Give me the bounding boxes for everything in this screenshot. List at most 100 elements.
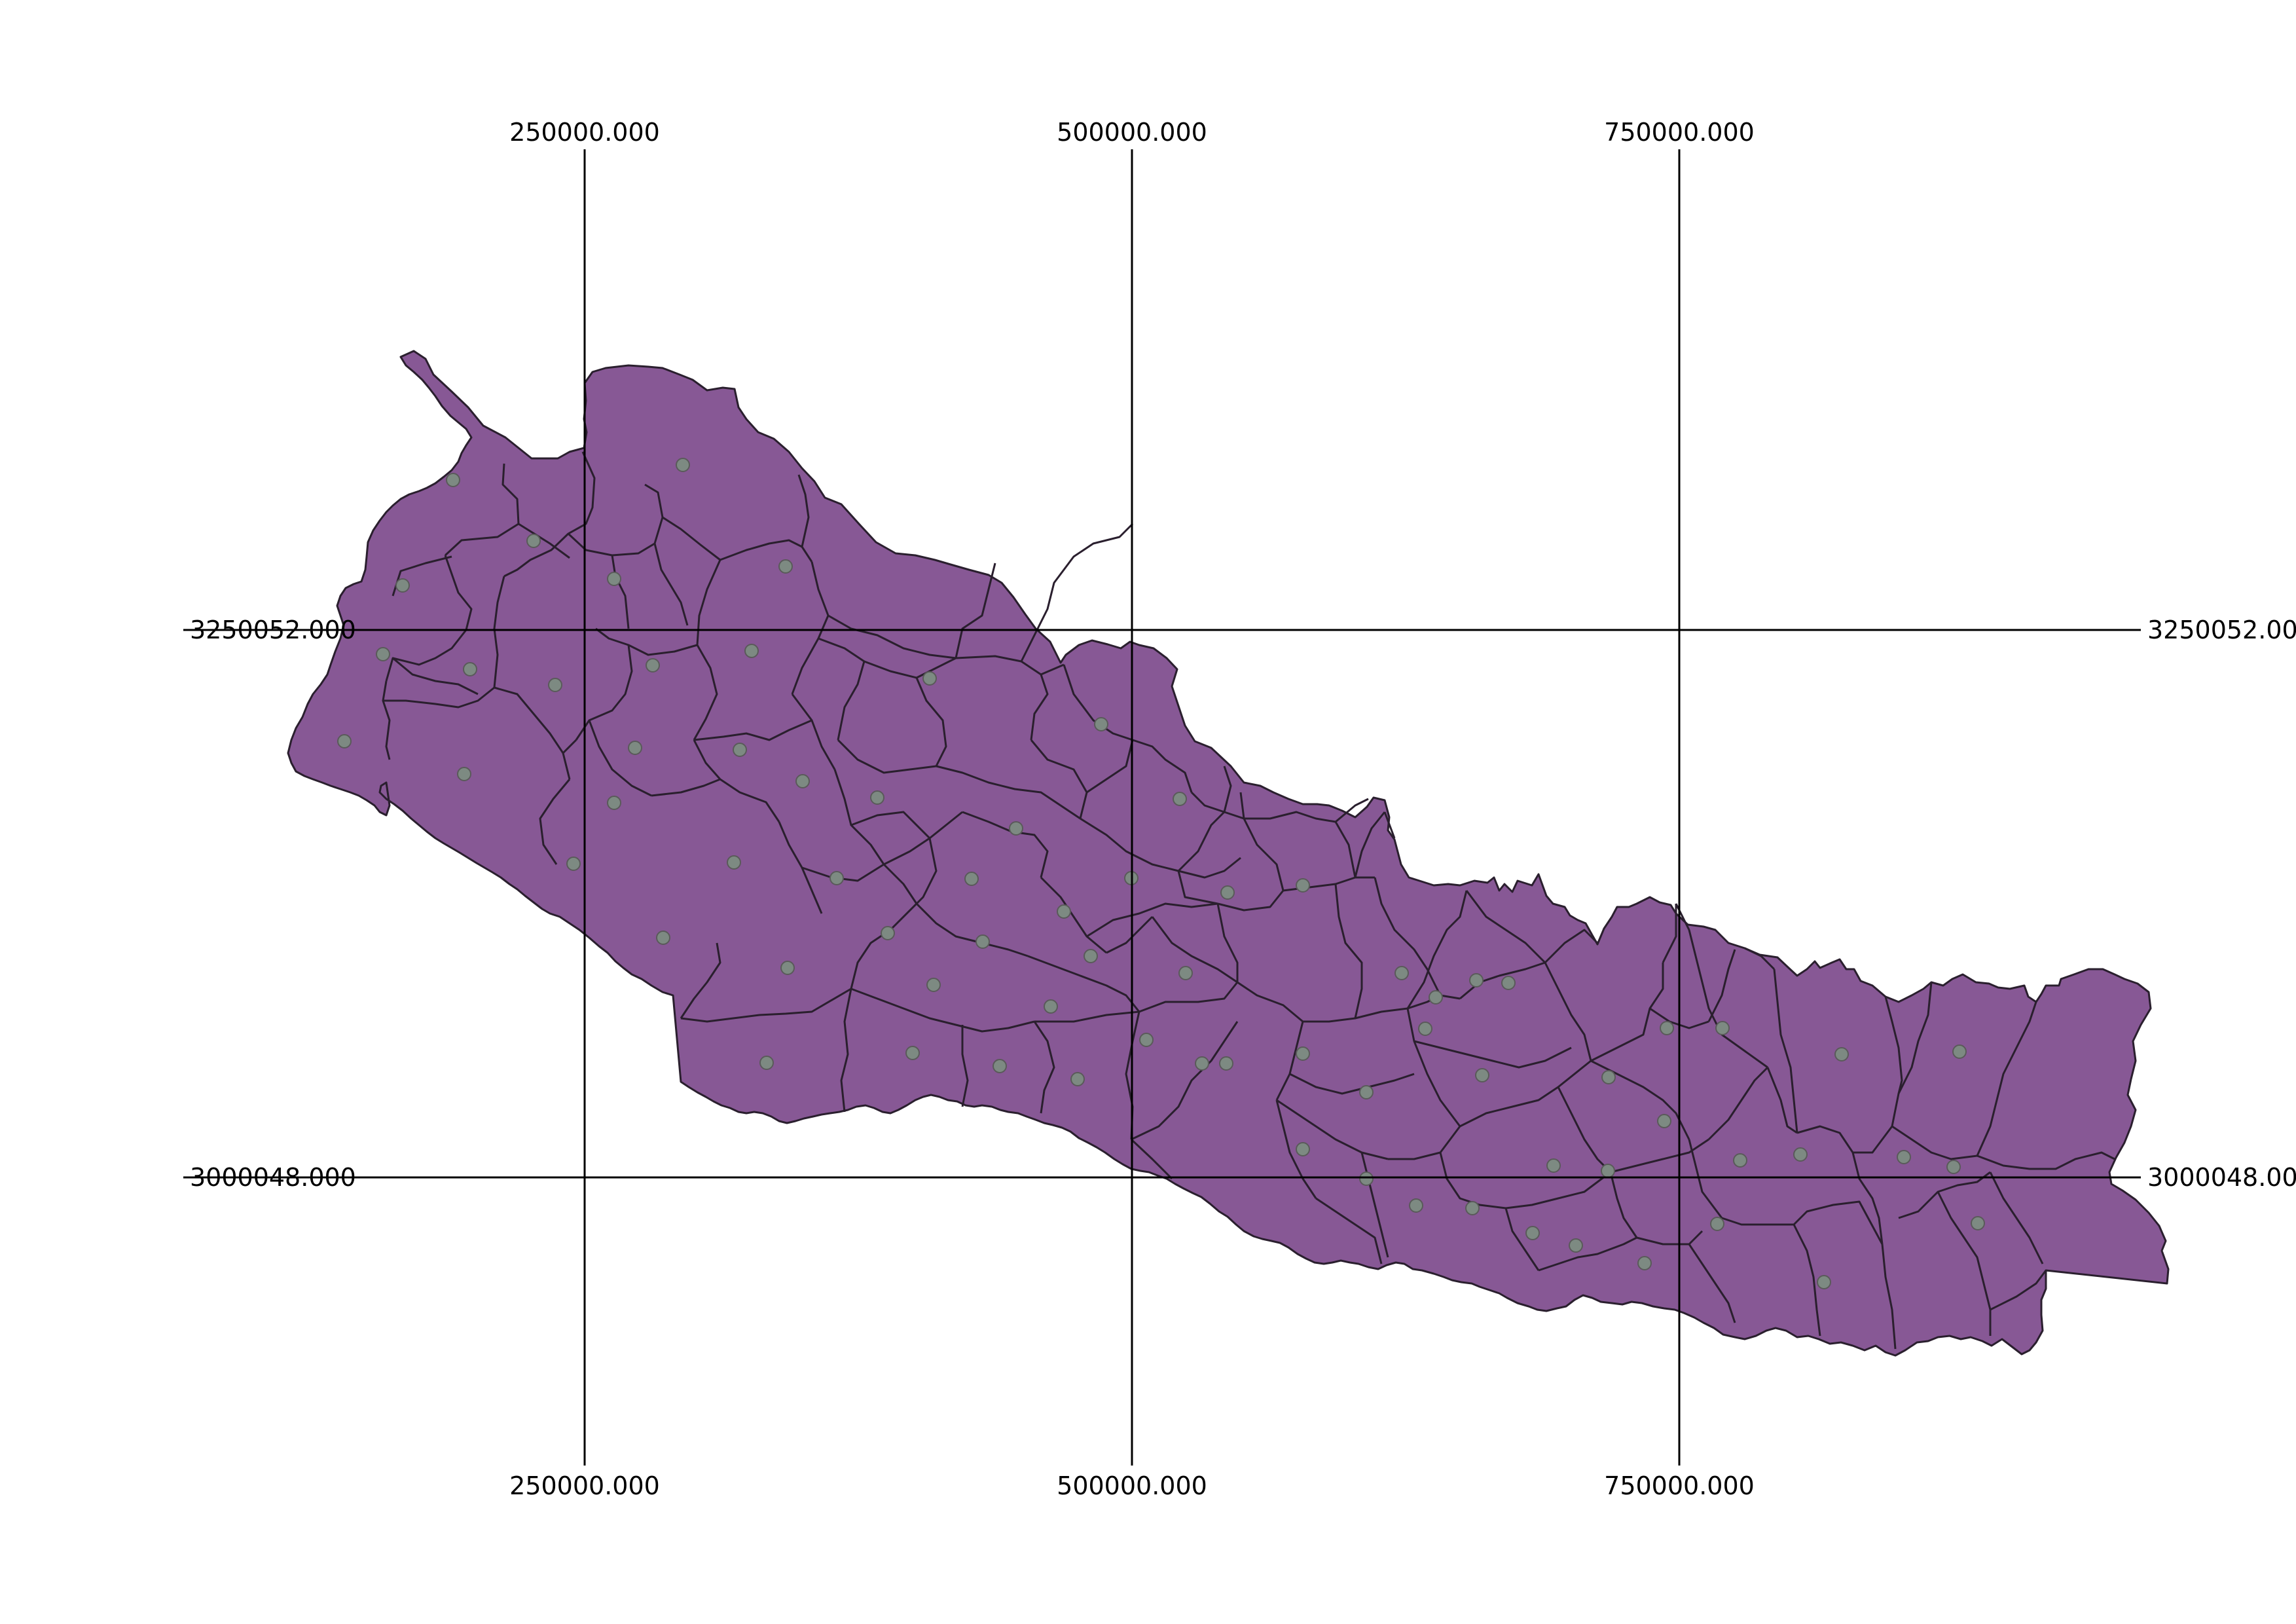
district-boundary bbox=[850, 811, 931, 840]
district-boundary bbox=[1891, 982, 1933, 1127]
district-centroid-point bbox=[1971, 1216, 1985, 1230]
district-centroid-point bbox=[1501, 976, 1516, 990]
district-boundary bbox=[936, 765, 1061, 807]
district-boundary bbox=[680, 987, 852, 1023]
grid-label-bottom-2: 500000.000 bbox=[1057, 1471, 1207, 1500]
district-boundary bbox=[1131, 1021, 1239, 1141]
district-boundary bbox=[1744, 947, 1776, 970]
district-centroid-point bbox=[337, 734, 352, 748]
district-boundary bbox=[1177, 870, 1218, 905]
district-centroid-point bbox=[1475, 1068, 1489, 1082]
grid-label-left-1: 3250052.000 bbox=[190, 616, 356, 644]
district-layer bbox=[382, 451, 2115, 1350]
district-centroid-point bbox=[744, 644, 759, 658]
district-centroid-point bbox=[526, 534, 541, 548]
district-boundary bbox=[1132, 739, 1193, 793]
district-centroid-point bbox=[395, 578, 410, 593]
district-centroid-point bbox=[656, 931, 670, 945]
district-boundary bbox=[1178, 857, 1241, 879]
district-centroid-point bbox=[1009, 821, 1023, 836]
district-boundary bbox=[1139, 982, 1239, 1013]
district-boundary bbox=[595, 627, 698, 656]
district-boundary bbox=[1662, 904, 1677, 963]
district-boundary bbox=[653, 543, 689, 626]
district-boundary bbox=[1217, 792, 1285, 912]
district-boundary bbox=[1590, 963, 1664, 1062]
district-boundary bbox=[962, 811, 1049, 878]
district-centroid-point bbox=[1139, 1033, 1154, 1047]
district-centroid-point bbox=[1429, 990, 1443, 1005]
district-boundary bbox=[1334, 821, 1357, 878]
district-boundary bbox=[1033, 1021, 1055, 1114]
district-boundary bbox=[1990, 1270, 2047, 1311]
district-centroid-point bbox=[566, 857, 581, 871]
district-boundary bbox=[693, 719, 812, 741]
district-boundary bbox=[1406, 890, 1468, 1009]
district-boundary bbox=[1459, 961, 1546, 1000]
district-boundary bbox=[1383, 811, 1396, 839]
district-boundary bbox=[1557, 1086, 1612, 1173]
district-boundary bbox=[539, 779, 571, 865]
district-boundary bbox=[1465, 890, 1546, 964]
district-boundary bbox=[611, 555, 630, 629]
district-centroid-point bbox=[1465, 1201, 1480, 1215]
district-boundary bbox=[818, 637, 866, 741]
district-boundary bbox=[915, 677, 947, 767]
district-centroid-point bbox=[1359, 1085, 1374, 1099]
district-centroid-point bbox=[780, 961, 795, 975]
district-centroid-point bbox=[1195, 1056, 1209, 1071]
district-boundary bbox=[1977, 1151, 2115, 1170]
grid-layer: 250000.000 500000.000 750000.000 250000.… bbox=[183, 118, 2296, 1500]
district-boundary bbox=[680, 942, 721, 1019]
district-centroid-point bbox=[1793, 1147, 1808, 1162]
district-boundary bbox=[588, 720, 652, 797]
district-boundary bbox=[850, 902, 918, 989]
country-layer bbox=[287, 350, 2170, 1357]
district-centroid-point bbox=[778, 559, 793, 574]
district-centroid-point bbox=[376, 647, 390, 661]
district-centroid-point bbox=[1834, 1047, 1849, 1061]
district-centroid-point bbox=[1057, 904, 1071, 919]
district-boundary bbox=[1360, 1152, 1389, 1258]
grid-label-bottom-1: 250000.000 bbox=[509, 1471, 660, 1500]
district-boundary bbox=[801, 863, 918, 904]
grid-label-top-3: 750000.000 bbox=[1604, 118, 1755, 147]
district-centroid-point bbox=[1710, 1217, 1724, 1231]
district-centroid-point bbox=[1296, 878, 1310, 893]
district-centroid-point bbox=[795, 774, 810, 788]
district-boundary bbox=[1406, 1008, 1461, 1127]
district-boundary bbox=[1989, 1172, 2044, 1264]
district-centroid-point bbox=[1044, 999, 1058, 1014]
district-boundary bbox=[1851, 1152, 1884, 1245]
district-boundary bbox=[791, 561, 829, 695]
district-boundary bbox=[383, 686, 495, 709]
district-boundary bbox=[392, 657, 479, 695]
district-boundary bbox=[662, 516, 721, 561]
district-boundary bbox=[1793, 1224, 1821, 1337]
district-boundary bbox=[1216, 903, 1239, 982]
district-boundary bbox=[1884, 996, 1903, 1094]
district-centroid-point bbox=[607, 572, 621, 586]
district-centroid-point bbox=[628, 741, 642, 755]
district-boundary bbox=[1459, 1060, 1592, 1128]
district-boundary bbox=[915, 838, 938, 905]
district-centroid-point bbox=[1296, 1142, 1310, 1156]
district-boundary bbox=[1544, 962, 1592, 1061]
district-boundary bbox=[797, 474, 810, 547]
district-centroid-point bbox=[1546, 1158, 1561, 1173]
district-boundary bbox=[1276, 1099, 1389, 1160]
district-centroid-point bbox=[1569, 1238, 1583, 1253]
district-boundary bbox=[1773, 969, 1798, 1134]
district-boundary bbox=[1374, 877, 1442, 996]
district-centroid-point bbox=[1084, 949, 1098, 963]
district-boundary bbox=[1315, 1197, 1383, 1264]
district-boundary bbox=[385, 555, 473, 682]
grid-label-right-1: 3250052.000 bbox=[2147, 616, 2296, 644]
district-centroid-point bbox=[1220, 885, 1235, 900]
district-centroid-point bbox=[922, 671, 937, 686]
district-boundary bbox=[693, 739, 780, 822]
grid-label-top-1: 250000.000 bbox=[509, 118, 660, 147]
district-centroid-point bbox=[1296, 1046, 1310, 1061]
district-boundary bbox=[1080, 817, 1179, 872]
district-boundary bbox=[1030, 739, 1088, 819]
